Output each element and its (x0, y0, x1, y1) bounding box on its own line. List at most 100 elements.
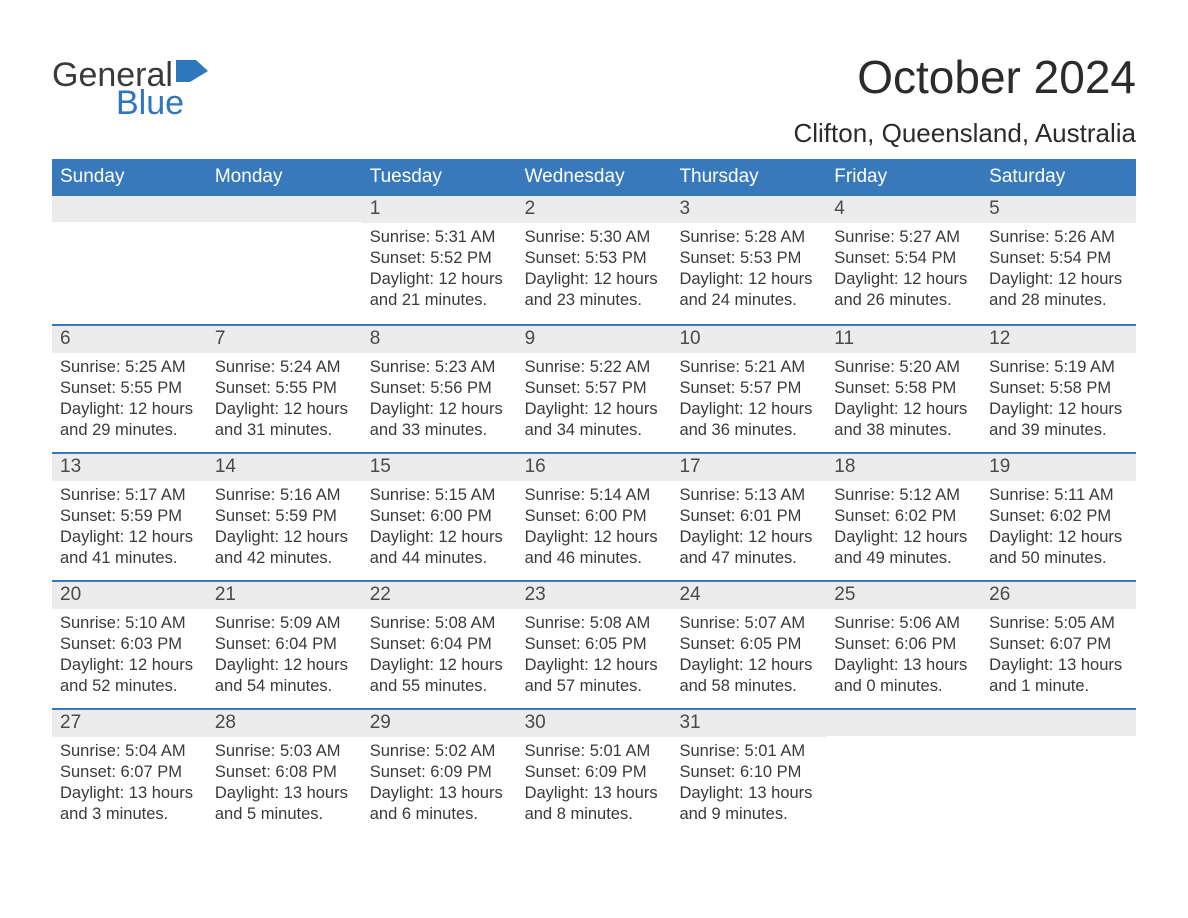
cell-body: Sunrise: 5:23 AMSunset: 5:56 PMDaylight:… (370, 357, 509, 441)
day-number-row: 9 (517, 326, 672, 353)
daylight-text: Daylight: 13 hours and 5 minutes. (215, 783, 354, 825)
day-number: 14 (215, 456, 236, 477)
sunset-text: Sunset: 5:53 PM (525, 248, 664, 269)
day-number: 21 (215, 584, 236, 605)
sunrise-text: Sunrise: 5:25 AM (60, 357, 199, 378)
daylight-text: Daylight: 12 hours and 38 minutes. (834, 399, 973, 441)
day-number: 6 (60, 328, 71, 349)
sunset-text: Sunset: 6:06 PM (834, 634, 973, 655)
daylight-text: Daylight: 12 hours and 44 minutes. (370, 527, 509, 569)
cell-body: Sunrise: 5:15 AMSunset: 6:00 PMDaylight:… (370, 485, 509, 569)
day-number: 27 (60, 712, 81, 733)
sunrise-text: Sunrise: 5:16 AM (215, 485, 354, 506)
daylight-text: Daylight: 13 hours and 3 minutes. (60, 783, 199, 825)
calendar-cell: 7 Sunrise: 5:24 AMSunset: 5:55 PMDaylight… (207, 326, 362, 452)
sunset-text: Sunset: 5:54 PM (834, 248, 973, 269)
sunset-text: Sunset: 6:04 PM (370, 634, 509, 655)
calendar-cell (981, 710, 1136, 836)
day-number: 10 (679, 328, 700, 349)
sunset-text: Sunset: 5:55 PM (60, 378, 199, 399)
day-number: 1 (370, 198, 381, 219)
cell-body: Sunrise: 5:20 AMSunset: 5:58 PMDaylight:… (834, 357, 973, 441)
day-number: 17 (679, 456, 700, 477)
day-header-thursday: Thursday (671, 159, 826, 196)
day-number-row: 26 (981, 582, 1136, 609)
sunset-text: Sunset: 5:55 PM (215, 378, 354, 399)
calendar-cell: 6 Sunrise: 5:25 AMSunset: 5:55 PMDaylight… (52, 326, 207, 452)
day-header-sunday: Sunday (52, 159, 207, 196)
sunrise-text: Sunrise: 5:04 AM (60, 741, 199, 762)
daylight-text: Daylight: 12 hours and 52 minutes. (60, 655, 199, 697)
daylight-text: Daylight: 12 hours and 24 minutes. (679, 269, 818, 311)
cell-body: Sunrise: 5:28 AMSunset: 5:53 PMDaylight:… (679, 227, 818, 311)
day-number-row: 8 (362, 326, 517, 353)
day-number-row: 7 (207, 326, 362, 353)
day-number: 22 (370, 584, 391, 605)
day-number-row: 12 (981, 326, 1136, 353)
day-number-row: 6 (52, 326, 207, 353)
day-number: 29 (370, 712, 391, 733)
calendar-cell: 16Sunrise: 5:14 AMSunset: 6:00 PMDayligh… (517, 454, 672, 580)
sunrise-text: Sunrise: 5:01 AM (525, 741, 664, 762)
cell-body: Sunrise: 5:08 AMSunset: 6:05 PMDaylight:… (525, 613, 664, 697)
sunrise-text: Sunrise: 5:07 AM (679, 613, 818, 634)
sunrise-text: Sunrise: 5:17 AM (60, 485, 199, 506)
daylight-text: Daylight: 13 hours and 6 minutes. (370, 783, 509, 825)
cell-body: Sunrise: 5:13 AMSunset: 6:01 PMDaylight:… (679, 485, 818, 569)
day-number: 7 (215, 328, 226, 349)
daylight-text: Daylight: 12 hours and 50 minutes. (989, 527, 1128, 569)
day-number-row: 3 (671, 196, 826, 223)
day-number-row: 4 (826, 196, 981, 223)
logo-flag-icon (176, 60, 208, 86)
calendar-cell: 5Sunrise: 5:26 AMSunset: 5:54 PMDaylight… (981, 196, 1136, 324)
day-number-row: 31 (671, 710, 826, 737)
cell-body: Sunrise: 5:21 AMSunset: 5:57 PMDaylight:… (679, 357, 818, 441)
sunrise-text: Sunrise: 5:20 AM (834, 357, 973, 378)
sunrise-text: Sunrise: 5:30 AM (525, 227, 664, 248)
daylight-text: Daylight: 12 hours and 29 minutes. (60, 399, 199, 441)
cell-body: Sunrise: 5:02 AMSunset: 6:09 PMDaylight:… (370, 741, 509, 825)
cell-body: Sunrise: 5:30 AMSunset: 5:53 PMDaylight:… (525, 227, 664, 311)
daylight-text: Daylight: 12 hours and 21 minutes. (370, 269, 509, 311)
calendar-week: 27Sunrise: 5:04 AMSunset: 6:07 PMDayligh… (52, 708, 1136, 836)
day-number-row: 13 (52, 454, 207, 481)
title-block: October 2024 Clifton, Queensland, Austra… (793, 50, 1136, 149)
sunset-text: Sunset: 6:00 PM (525, 506, 664, 527)
sunrise-text: Sunrise: 5:28 AM (679, 227, 818, 248)
calendar-cell: 1Sunrise: 5:31 AMSunset: 5:52 PMDaylight… (362, 196, 517, 324)
day-number-row: 23 (517, 582, 672, 609)
sunset-text: Sunset: 5:57 PM (525, 378, 664, 399)
sunrise-text: Sunrise: 5:19 AM (989, 357, 1128, 378)
day-number: 31 (679, 712, 700, 733)
sunset-text: Sunset: 6:02 PM (989, 506, 1128, 527)
cell-body: Sunrise: 5:11 AMSunset: 6:02 PMDaylight:… (989, 485, 1128, 569)
daylight-text: Daylight: 13 hours and 9 minutes. (679, 783, 818, 825)
cell-body: Sunrise: 5:10 AMSunset: 6:03 PMDaylight:… (60, 613, 199, 697)
sunset-text: Sunset: 5:57 PM (679, 378, 818, 399)
day-number: 2 (525, 198, 536, 219)
daylight-text: Daylight: 12 hours and 47 minutes. (679, 527, 818, 569)
day-number-row: 2 (517, 196, 672, 223)
calendar-cell: 22Sunrise: 5:08 AMSunset: 6:04 PMDayligh… (362, 582, 517, 708)
daylight-text: Daylight: 12 hours and 23 minutes. (525, 269, 664, 311)
calendar-week: 20 Sunrise: 5:10 AMSunset: 6:03 PMDayligh… (52, 580, 1136, 708)
cell-body: Sunrise: 5:05 AMSunset: 6:07 PMDaylight:… (989, 613, 1128, 697)
daylight-text: Daylight: 13 hours and 0 minutes. (834, 655, 973, 697)
calendar-cell: 3 Sunrise: 5:28 AMSunset: 5:53 PMDaylight… (671, 196, 826, 324)
calendar-cell: 14Sunrise: 5:16 AMSunset: 5:59 PMDayligh… (207, 454, 362, 580)
day-number-row: 28 (207, 710, 362, 737)
calendar-cell: 2 Sunrise: 5:30 AMSunset: 5:53 PMDaylight… (517, 196, 672, 324)
sunset-text: Sunset: 5:59 PM (60, 506, 199, 527)
day-number-row: 22 (362, 582, 517, 609)
day-header-monday: Monday (207, 159, 362, 196)
sunrise-text: Sunrise: 5:10 AM (60, 613, 199, 634)
sunrise-text: Sunrise: 5:27 AM (834, 227, 973, 248)
calendar-cell: 20 Sunrise: 5:10 AMSunset: 6:03 PMDayligh… (52, 582, 207, 708)
daylight-text: Daylight: 13 hours and 8 minutes. (525, 783, 664, 825)
sunset-text: Sunset: 5:56 PM (370, 378, 509, 399)
cell-body: Sunrise: 5:14 AMSunset: 6:00 PMDaylight:… (525, 485, 664, 569)
calendar-cell (207, 196, 362, 324)
day-number-row: 29 (362, 710, 517, 737)
day-number: 20 (60, 584, 81, 605)
cell-body: Sunrise: 5:24 AMSunset: 5:55 PMDaylight:… (215, 357, 354, 441)
